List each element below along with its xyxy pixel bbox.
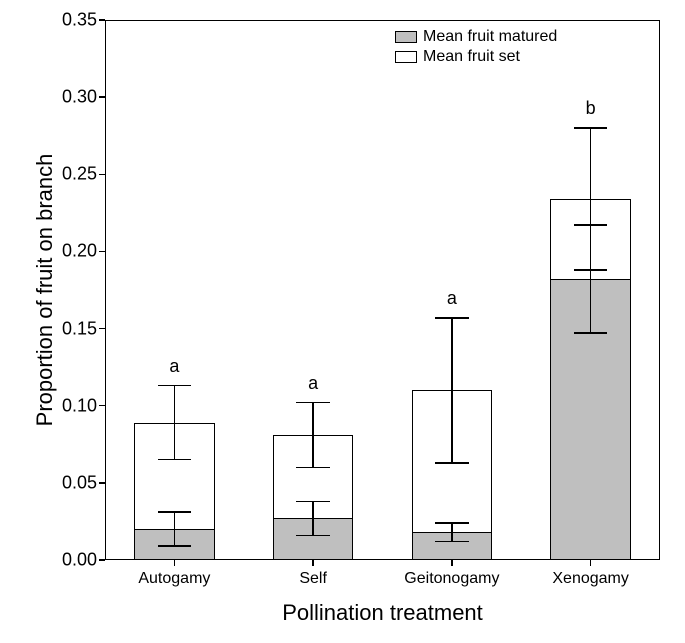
y-tick-label: 0.05 (53, 472, 97, 493)
x-tick-label: Xenogamy (552, 570, 629, 588)
legend: Mean fruit matured Mean fruit set (395, 28, 557, 68)
x-axis-title: Pollination treatment (282, 600, 483, 626)
y-tick-label: 0.10 (53, 395, 97, 416)
x-tick-label: Geitonogamy (404, 570, 499, 588)
legend-item: Mean fruit set (395, 48, 557, 66)
y-tick-label: 0.15 (53, 318, 97, 339)
y-tick-label: 0.20 (53, 241, 97, 262)
significance-letter: b (586, 98, 596, 119)
pollination-chart: 0.00 0.05 0.10 0.15 0.20 0.25 0.30 0.35 Proporti… (0, 0, 685, 643)
y-tick-label: 0.30 (53, 87, 97, 108)
significance-letter: a (169, 356, 179, 377)
legend-item: Mean fruit matured (395, 28, 557, 46)
legend-swatch (395, 31, 417, 43)
y-tick-label: 0.00 (53, 550, 97, 571)
x-tick-label: Self (299, 570, 327, 588)
significance-letter: a (308, 373, 318, 394)
y-axis-title: Proportion of fruit on branch (32, 154, 58, 427)
x-tick-label: Autogamy (138, 570, 210, 588)
legend-swatch (395, 51, 417, 63)
legend-label: Mean fruit set (423, 48, 520, 66)
y-tick-label: 0.35 (53, 10, 97, 31)
significance-letter: a (447, 288, 457, 309)
y-tick-label: 0.25 (53, 164, 97, 185)
legend-label: Mean fruit matured (423, 28, 557, 46)
